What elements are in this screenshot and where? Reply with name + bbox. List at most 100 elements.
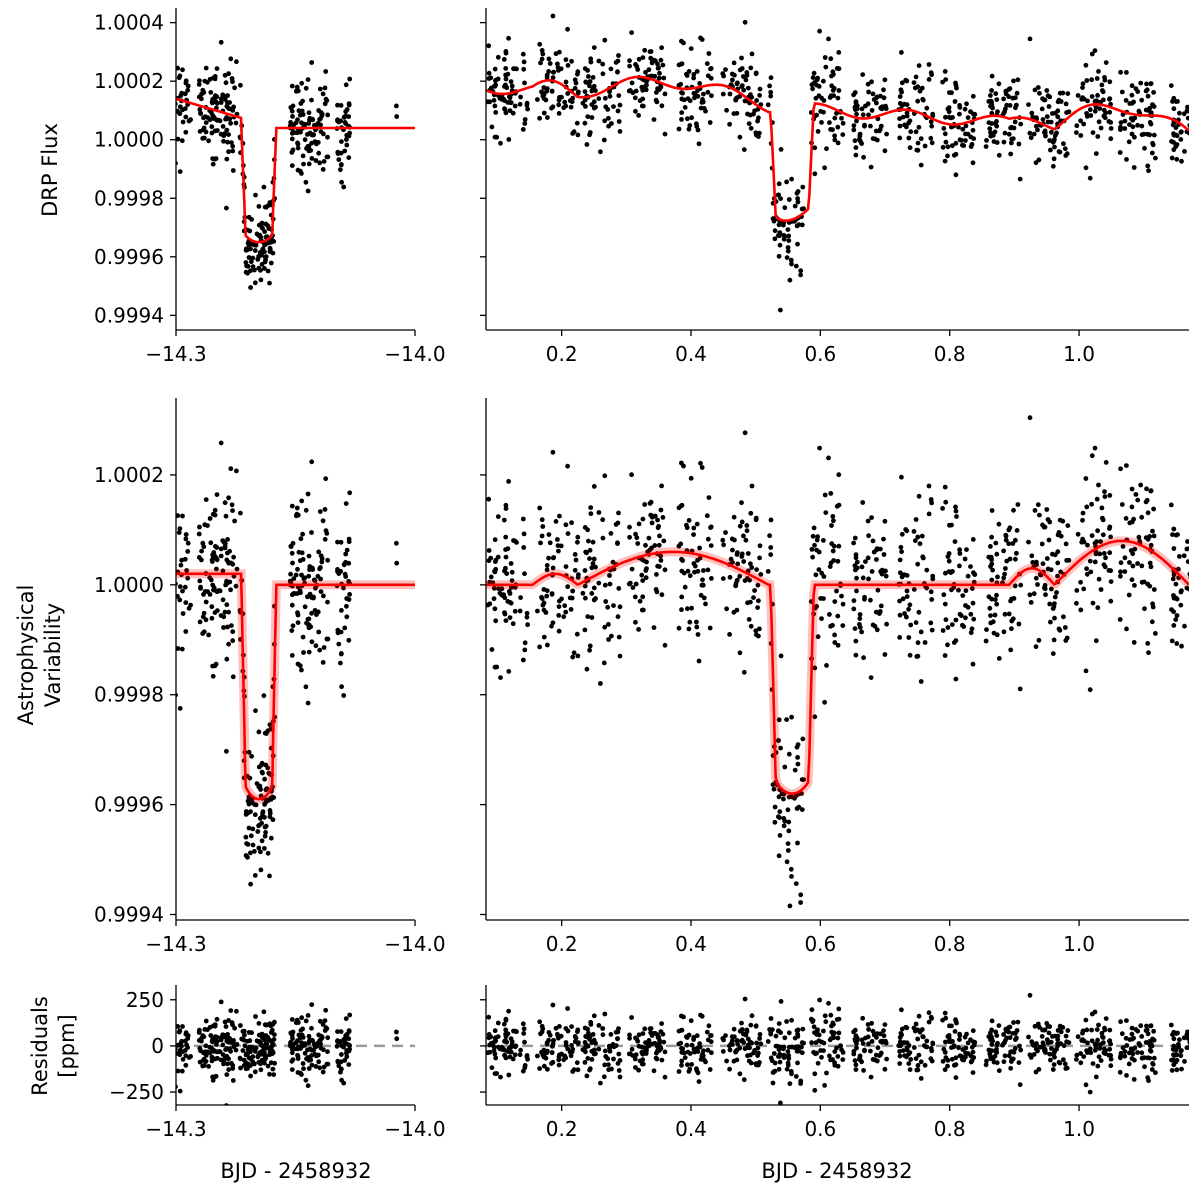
data-point [520,51,526,57]
data-point [754,1040,759,1046]
x-tick-label: 1.0 [1063,932,1095,956]
data-point [1173,125,1179,131]
data-point [1014,90,1020,96]
data-point [588,56,594,62]
data-point [898,1030,904,1036]
data-point [1173,132,1179,138]
data-point [259,1034,265,1040]
data-point [1171,106,1177,112]
data-point [926,1019,932,1025]
data-point [486,496,492,502]
data-point [786,1044,792,1050]
data-point [301,650,306,655]
data-point [737,134,743,140]
data-point [915,98,921,104]
data-point [613,1043,619,1048]
data-point [325,1061,331,1067]
data-point [263,1041,269,1047]
data-point [338,162,344,168]
data-point [739,554,745,559]
data-point [299,498,305,504]
data-point [317,1018,323,1024]
data-point [342,148,348,154]
data-point [1096,119,1102,125]
data-point [1055,549,1061,555]
data-point [221,625,226,630]
data-point [627,1035,632,1041]
data-point [203,129,209,135]
data-point [242,1032,247,1038]
data-point [1092,1009,1098,1015]
data-point [743,77,749,83]
data-point [292,130,298,136]
data-point [591,585,597,591]
data-point [509,1039,515,1045]
data-point [1103,460,1109,465]
data-point [707,625,713,631]
data-point [881,1033,887,1039]
data-point [556,102,562,108]
data-point [178,93,184,98]
data-point [741,1077,747,1083]
data-point [942,158,948,164]
data-point [786,1053,792,1058]
data-point [1174,142,1180,147]
data-point [822,699,827,705]
data-point [1117,617,1123,622]
data-point [346,1062,352,1067]
data-point [782,1035,788,1041]
data-point [487,1042,493,1048]
data-point [518,94,523,100]
data-point [828,1012,834,1018]
data-point [591,83,597,89]
data-point [1001,96,1006,102]
data-point [635,541,641,546]
data-point [491,97,497,103]
data-point [924,567,930,573]
data-point [906,606,911,612]
data-point [1001,575,1007,581]
data-point [185,83,191,89]
data-point [502,610,507,615]
data-point [688,1018,694,1024]
data-point [545,642,550,648]
data-point [248,1073,254,1079]
data-point [815,129,821,134]
data-point [230,168,236,173]
data-point [587,1066,593,1072]
data-point [768,552,774,557]
data-point [1001,629,1007,635]
data-point [836,66,842,72]
data-point [292,591,298,596]
data-point [255,829,261,834]
data-point [1080,81,1086,87]
data-point [504,571,510,576]
data-point [694,521,700,527]
data-point [176,646,181,651]
data-point [1107,109,1113,115]
data-point [828,560,834,566]
data-point [1139,123,1145,129]
data-point [835,1035,841,1041]
data-point [394,1029,399,1035]
data-point [777,242,783,248]
data-point [525,622,530,628]
data-point [1132,1045,1138,1051]
data-point [684,1042,690,1048]
data-point [708,66,714,71]
data-point [746,121,752,126]
data-point [321,593,326,599]
x-tick-label: −14.3 [145,932,206,956]
data-point [253,1014,258,1019]
data-point [662,131,668,137]
data-point [307,1046,313,1052]
data-point [913,74,919,80]
data-point [179,138,185,144]
data-point [312,578,318,584]
data-point [556,604,562,609]
data-point [1179,1066,1184,1072]
data-point [221,1061,226,1067]
data-point [987,605,993,611]
data-point [1003,566,1008,571]
data-point [954,85,959,91]
